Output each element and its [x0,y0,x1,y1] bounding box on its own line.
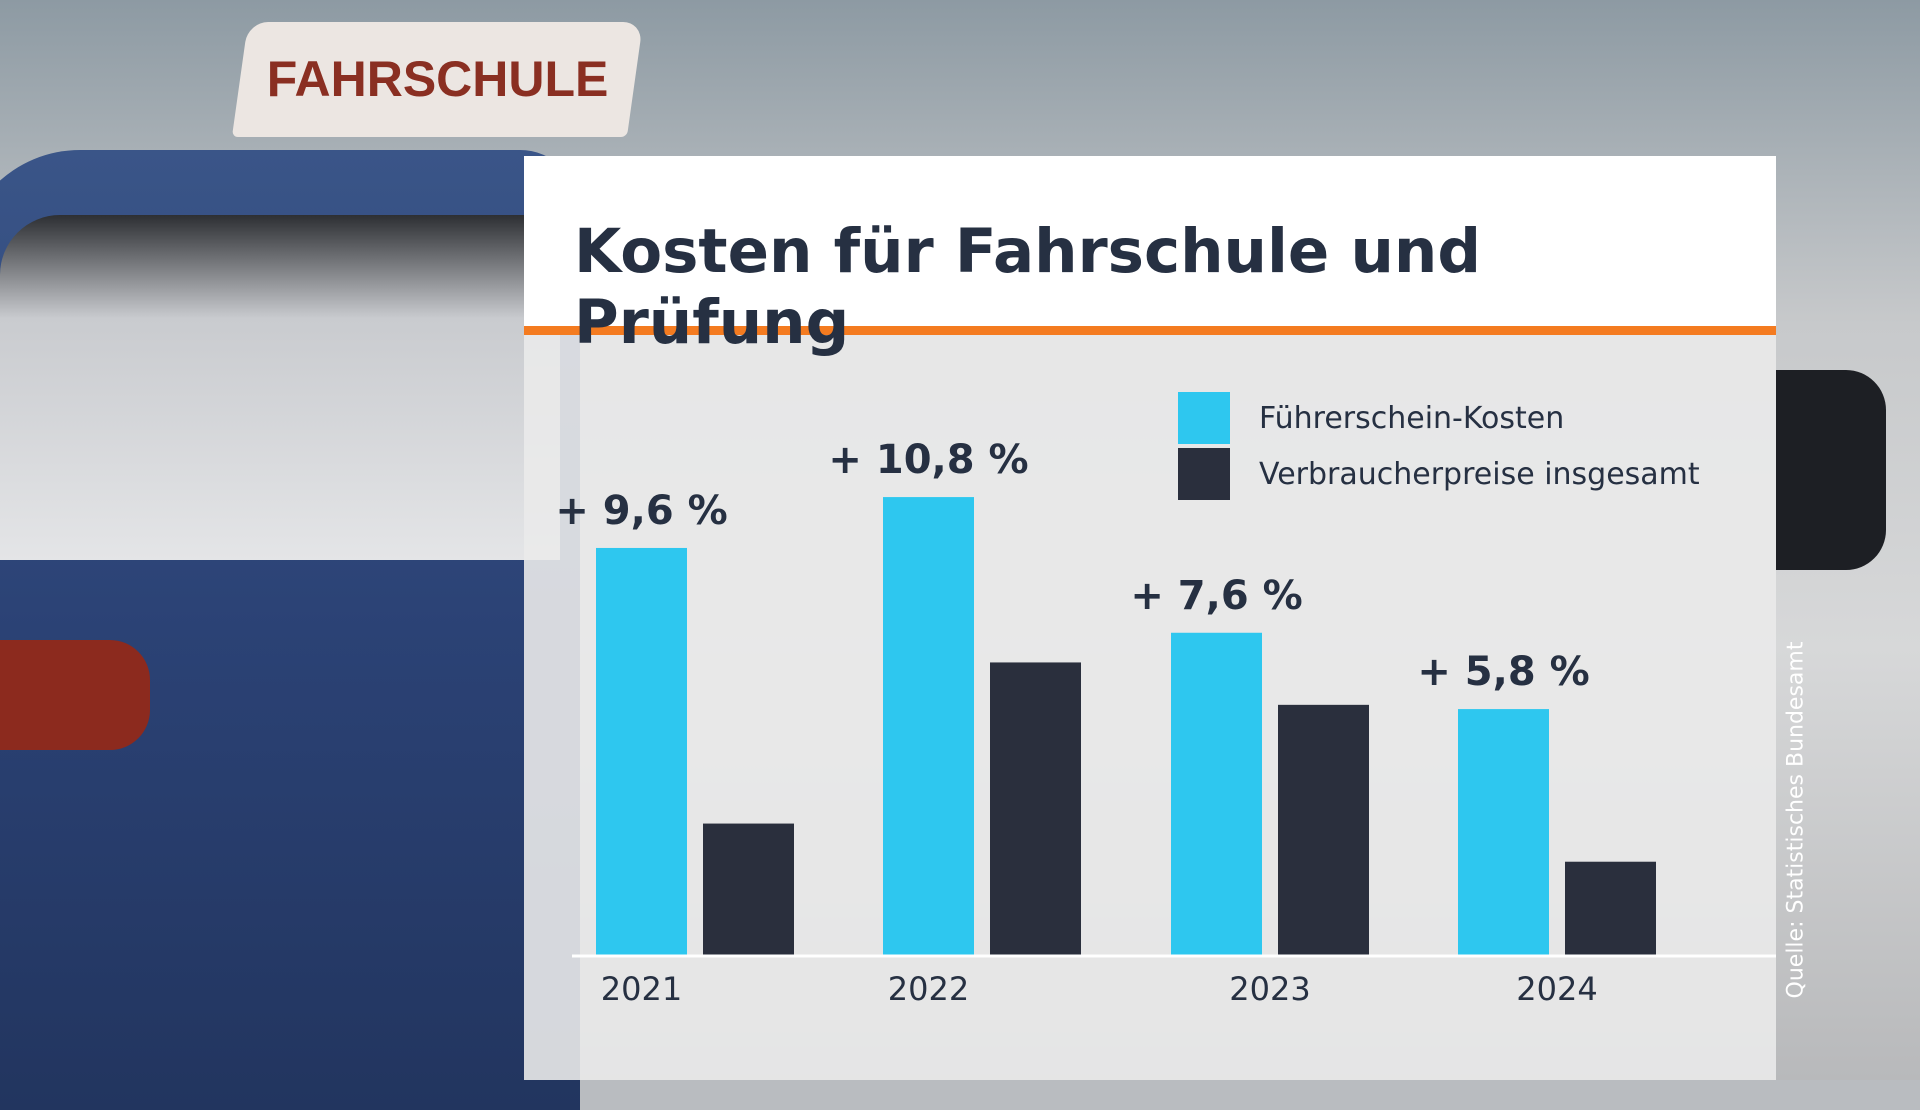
bar-2024-series2 [1565,861,1656,955]
legend-label-fuehrerschein: Führerschein-Kosten [1259,401,1565,436]
bar-2022-series1 [883,497,974,955]
bar-2021-series2 [703,823,794,955]
legend-label-verbraucherpreise: Verbraucherpreise insgesamt [1259,457,1700,492]
roof-sign-text: FAHRSCHULE [266,51,609,107]
legend-swatch-verbraucherpreise [1178,448,1230,500]
car-taillight [0,640,150,750]
x-tick-2024: 2024 [1516,970,1597,1008]
x-tick-2022: 2022 [888,970,969,1008]
bar-2024-series1 [1458,709,1549,955]
car-rear-window [0,215,560,560]
bar-2023-series2 [1278,704,1369,955]
data-label-2023: + 7,6 % [1130,573,1302,619]
bar-2023-series1 [1171,632,1262,955]
chart-title: Kosten für Fahrschule und Prüfung [574,216,1482,358]
fahrschule-roof-sign: FAHRSCHULE [231,22,644,137]
bar-chart: + 9,6 % 2021 + 10,8 % 2022 + 7,6 % 2023 + 5,8 … [555,437,1776,1008]
x-tick-2023: 2023 [1229,970,1310,1008]
source-note: Quelle: Statistisches Bundesamt [1783,641,1809,999]
data-label-2021: + 9,6 % [555,488,727,534]
bar-2022-series2 [990,662,1081,955]
legend-swatch-fuehrerschein [1178,392,1230,444]
bar-2021-series1 [596,547,687,955]
data-label-2022: + 10,8 % [828,437,1028,483]
chart-panel: Kosten für Fahrschule und Prüfung Führer… [524,156,1776,1080]
side-mirror [1776,370,1886,570]
title-band: Kosten für Fahrschule und Prüfung [524,156,1776,358]
data-label-2024: + 5,8 % [1417,649,1589,695]
x-tick-2021: 2021 [601,970,682,1008]
